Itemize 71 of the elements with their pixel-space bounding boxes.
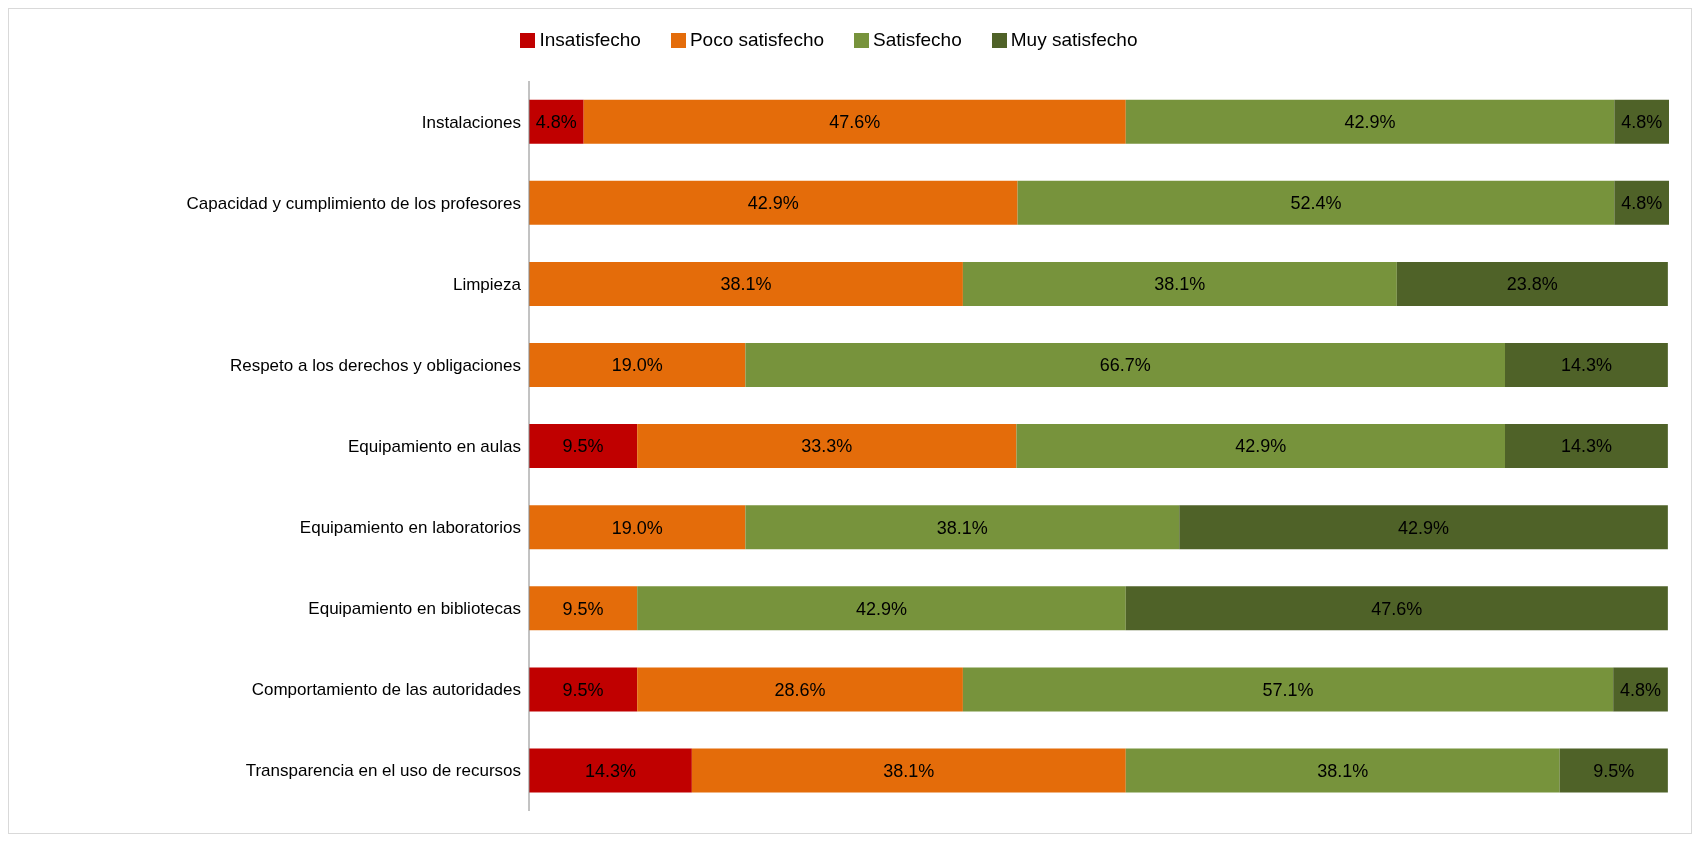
data-label: 42.9% <box>1344 112 1396 133</box>
bar <box>745 505 1180 550</box>
legend-label: Poco satisfecho <box>689 29 825 50</box>
legend-label: Muy satisfecho <box>1010 29 1138 50</box>
data-label: 19.0% <box>611 517 663 538</box>
y-tick-label: Limpieza <box>452 274 522 294</box>
data-label: 38.1% <box>936 517 988 538</box>
data-label: 4.8% <box>1620 679 1662 700</box>
data-label: 4.8% <box>1621 193 1663 214</box>
bar <box>529 667 638 712</box>
data-label: 47.6% <box>829 112 881 133</box>
bar <box>529 180 1018 225</box>
data-label: 38.1% <box>720 274 772 295</box>
y-tick-label: Instalaciones <box>421 112 521 132</box>
bar <box>1559 748 1668 793</box>
data-label: 57.1% <box>1262 679 1314 700</box>
data-label: 9.5% <box>562 436 604 457</box>
y-tick-label: Equipamiento en laboratorios <box>299 518 521 538</box>
y-tick-label: Respeto a los derechos y obligaciones <box>229 355 521 375</box>
data-label: 33.3% <box>801 436 853 457</box>
data-label: 9.5% <box>1593 760 1635 781</box>
bar <box>1179 505 1668 550</box>
data-label: 42.9% <box>1235 436 1287 457</box>
data-label: 14.3% <box>1560 436 1612 457</box>
data-label: 4.8% <box>1621 112 1663 133</box>
legend-label: Insatisfecho <box>539 29 641 50</box>
data-label: 14.3% <box>584 760 636 781</box>
data-label: 23.8% <box>1506 274 1558 295</box>
bar <box>637 667 963 712</box>
bar <box>1505 424 1668 469</box>
bar <box>962 261 1397 306</box>
data-label: 4.8% <box>535 112 577 133</box>
bar <box>1017 180 1615 225</box>
data-label: 42.9% <box>747 193 799 214</box>
bar <box>529 261 963 306</box>
bar <box>1125 99 1615 144</box>
y-tick-label: Equipamiento en bibliotecas <box>308 599 521 619</box>
data-label: 19.0% <box>611 355 663 376</box>
bar <box>1125 748 1560 793</box>
bar <box>1016 424 1505 469</box>
data-label: 38.1% <box>1317 760 1369 781</box>
data-label: 38.1% <box>1154 274 1206 295</box>
y-tick-label: Capacidad y cumplimiento de los profesores <box>186 193 521 213</box>
data-label: 52.4% <box>1290 193 1342 214</box>
data-label: 66.7% <box>1099 355 1151 376</box>
data-label: 28.6% <box>774 679 826 700</box>
bar <box>1396 261 1668 306</box>
bar <box>529 342 746 387</box>
bar <box>583 99 1126 144</box>
data-label: 47.6% <box>1371 598 1423 619</box>
data-label: 42.9% <box>1398 517 1450 538</box>
bar <box>637 586 1126 631</box>
bar <box>529 505 746 550</box>
data-label: 42.9% <box>855 598 907 619</box>
data-label: 14.3% <box>1560 355 1612 376</box>
bar <box>637 424 1017 469</box>
data-label: 9.5% <box>562 598 604 619</box>
bar <box>529 748 692 793</box>
bar <box>529 586 638 631</box>
y-tick-label: Comportamiento de las autoridades <box>251 680 521 700</box>
data-label: 38.1% <box>883 760 935 781</box>
y-tick-label: Equipamiento en aulas <box>348 437 521 457</box>
bar <box>1125 586 1668 631</box>
bar <box>745 342 1505 387</box>
y-tick-label: Transparencia en el uso de recursos <box>245 761 521 781</box>
bar <box>691 748 1126 793</box>
bar <box>1505 342 1668 387</box>
data-label: 9.5% <box>562 679 604 700</box>
bar <box>529 424 638 469</box>
legend-label: Satisfecho <box>873 29 962 50</box>
bar <box>962 667 1614 712</box>
